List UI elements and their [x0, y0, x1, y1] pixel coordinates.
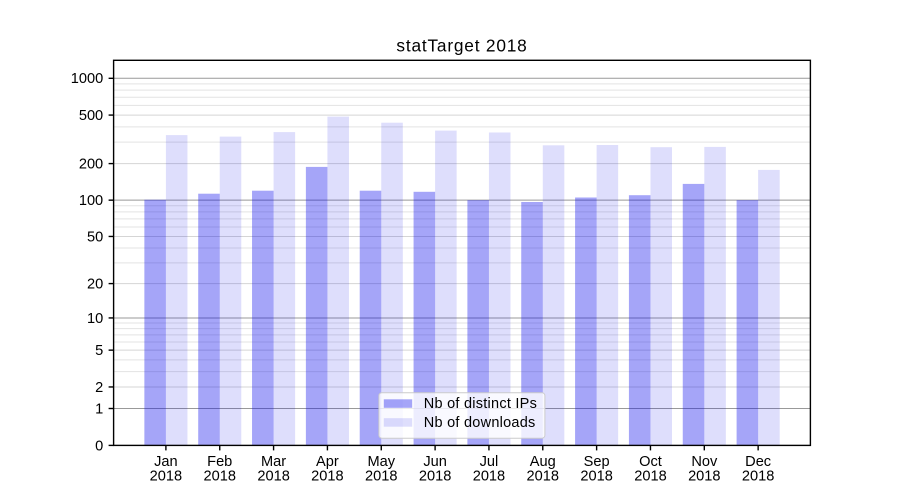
svg-text:Feb: Feb	[207, 454, 232, 470]
svg-text:2018: 2018	[419, 469, 451, 485]
svg-text:2018: 2018	[311, 469, 343, 485]
svg-text:2018: 2018	[204, 469, 236, 485]
svg-text:2: 2	[95, 380, 103, 396]
svg-text:statTarget 2018: statTarget 2018	[396, 36, 527, 56]
svg-text:Dec: Dec	[745, 454, 771, 470]
svg-text:Jul: Jul	[480, 454, 499, 470]
svg-text:Nb of downloads: Nb of downloads	[424, 415, 536, 431]
svg-text:Sep: Sep	[584, 454, 610, 470]
svg-text:Jan: Jan	[154, 454, 178, 470]
svg-text:200: 200	[79, 156, 103, 172]
svg-text:1000: 1000	[71, 71, 103, 87]
svg-text:2018: 2018	[742, 469, 774, 485]
svg-text:1: 1	[95, 401, 103, 417]
svg-text:2018: 2018	[688, 469, 720, 485]
svg-text:2018: 2018	[473, 469, 505, 485]
svg-text:2018: 2018	[527, 469, 559, 485]
svg-text:May: May	[367, 454, 395, 470]
svg-text:Nov: Nov	[691, 454, 718, 470]
svg-text:2018: 2018	[257, 469, 289, 485]
svg-text:5: 5	[95, 343, 103, 359]
svg-text:10: 10	[87, 311, 103, 327]
svg-text:Jun: Jun	[423, 454, 447, 470]
svg-text:500: 500	[79, 108, 103, 124]
svg-text:20: 20	[87, 276, 103, 292]
svg-text:Mar: Mar	[261, 454, 286, 470]
svg-text:2018: 2018	[150, 469, 182, 485]
svg-text:Apr: Apr	[316, 454, 339, 470]
svg-text:2018: 2018	[634, 469, 666, 485]
svg-text:100: 100	[79, 193, 103, 209]
svg-text:Nb of distinct IPs: Nb of distinct IPs	[424, 396, 537, 412]
svg-text:2018: 2018	[365, 469, 397, 485]
svg-text:50: 50	[87, 229, 103, 245]
svg-text:Aug: Aug	[530, 454, 556, 470]
svg-text:Oct: Oct	[639, 454, 662, 470]
svg-text:2018: 2018	[580, 469, 612, 485]
svg-text:0: 0	[95, 438, 103, 454]
